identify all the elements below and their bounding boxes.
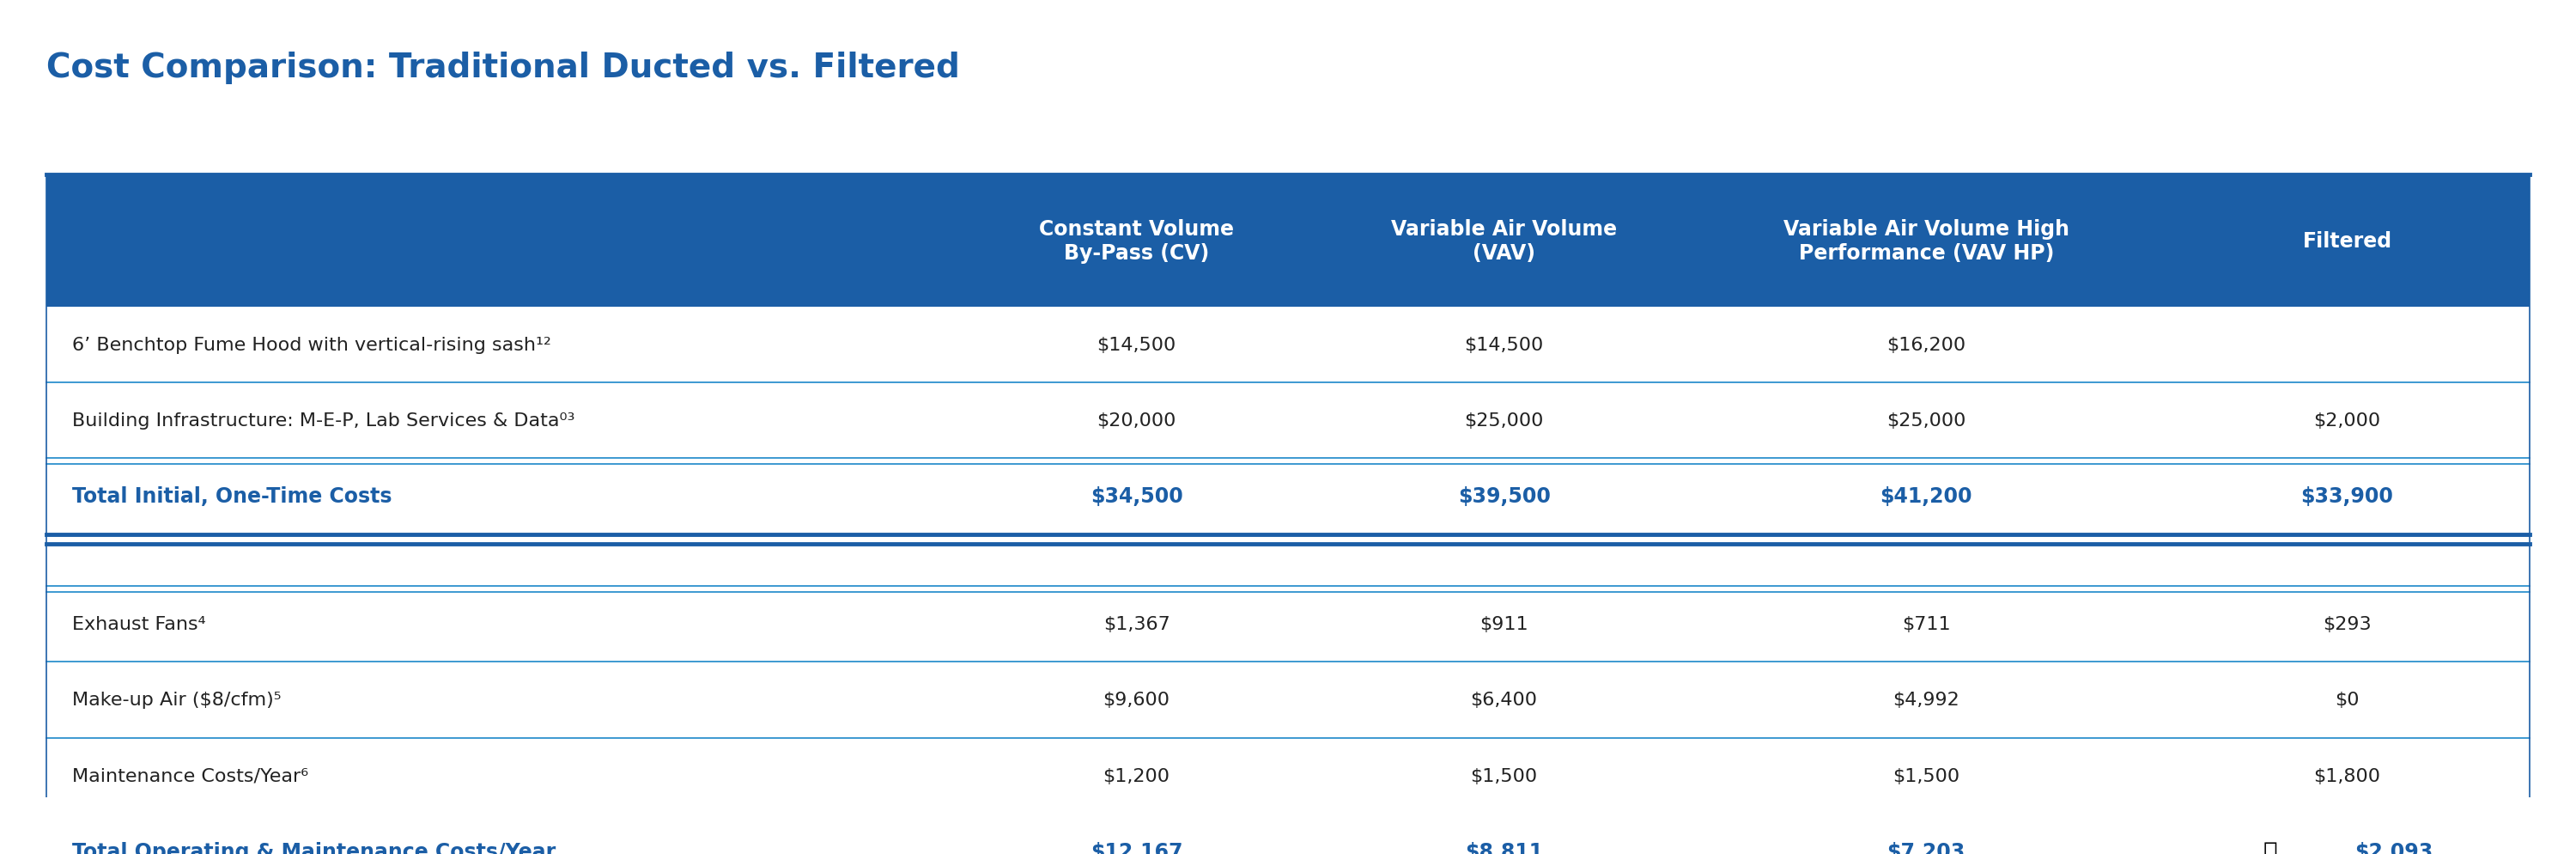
Text: Exhaust Fans⁴: Exhaust Fans⁴ <box>72 616 206 633</box>
Bar <box>46 175 2530 307</box>
Text: $7,203: $7,203 <box>1888 841 1965 854</box>
Text: $14,500: $14,500 <box>1463 336 1543 354</box>
Text: $293: $293 <box>2324 616 2372 633</box>
Text: $1,500: $1,500 <box>1471 767 1538 784</box>
Text: Variable Air Volume
(VAV): Variable Air Volume (VAV) <box>1391 219 1618 264</box>
Text: $33,900: $33,900 <box>2300 486 2393 506</box>
Text: Total Initial, One-Time Costs: Total Initial, One-Time Costs <box>72 486 392 506</box>
Text: $25,000: $25,000 <box>1886 412 1965 430</box>
Text: $4,992: $4,992 <box>1893 691 1960 709</box>
Text: $6,400: $6,400 <box>1471 691 1538 709</box>
Text: $41,200: $41,200 <box>1880 486 1973 506</box>
Text: 6’ Benchtop Fume Hood with vertical-rising sash¹²: 6’ Benchtop Fume Hood with vertical-risi… <box>72 336 551 354</box>
Text: $14,500: $14,500 <box>1097 336 1177 354</box>
Text: Maintenance Costs/Year⁶: Maintenance Costs/Year⁶ <box>72 767 309 784</box>
Text: $39,500: $39,500 <box>1458 486 1551 506</box>
Text: $1,367: $1,367 <box>1103 616 1170 633</box>
Text: $1,200: $1,200 <box>1103 767 1170 784</box>
Text: 🍃: 🍃 <box>2262 839 2277 854</box>
Text: $2,000: $2,000 <box>2313 412 2380 430</box>
Text: $34,500: $34,500 <box>1090 486 1182 506</box>
Text: $0: $0 <box>2334 691 2360 709</box>
Text: Total Operating & Maintenance Costs/Year: Total Operating & Maintenance Costs/Year <box>72 841 556 854</box>
Text: $711: $711 <box>1901 616 1950 633</box>
Text: $12,167: $12,167 <box>1090 841 1182 854</box>
Text: $20,000: $20,000 <box>1097 412 1177 430</box>
Text: $16,200: $16,200 <box>1886 336 1965 354</box>
Text: $25,000: $25,000 <box>1463 412 1543 430</box>
Text: Variable Air Volume High
Performance (VAV HP): Variable Air Volume High Performance (VA… <box>1783 219 2069 264</box>
Text: Make-up Air ($8/cfm)⁵: Make-up Air ($8/cfm)⁵ <box>72 691 281 709</box>
Text: $8,811: $8,811 <box>1466 841 1543 854</box>
Text: $1,800: $1,800 <box>2313 767 2380 784</box>
Text: $9,600: $9,600 <box>1103 691 1170 709</box>
Text: $1,500: $1,500 <box>1893 767 1960 784</box>
Text: $911: $911 <box>1479 616 1528 633</box>
Text: Constant Volume
By-Pass (CV): Constant Volume By-Pass (CV) <box>1038 219 1234 264</box>
Text: Filtered: Filtered <box>2303 231 2393 252</box>
Text: Cost Comparison: Traditional Ducted vs. Filtered: Cost Comparison: Traditional Ducted vs. … <box>46 52 961 85</box>
Text: $2,093: $2,093 <box>2354 841 2432 854</box>
Text: Building Infrastructure: M-E-P, Lab Services & Data⁰³: Building Infrastructure: M-E-P, Lab Serv… <box>72 412 574 430</box>
